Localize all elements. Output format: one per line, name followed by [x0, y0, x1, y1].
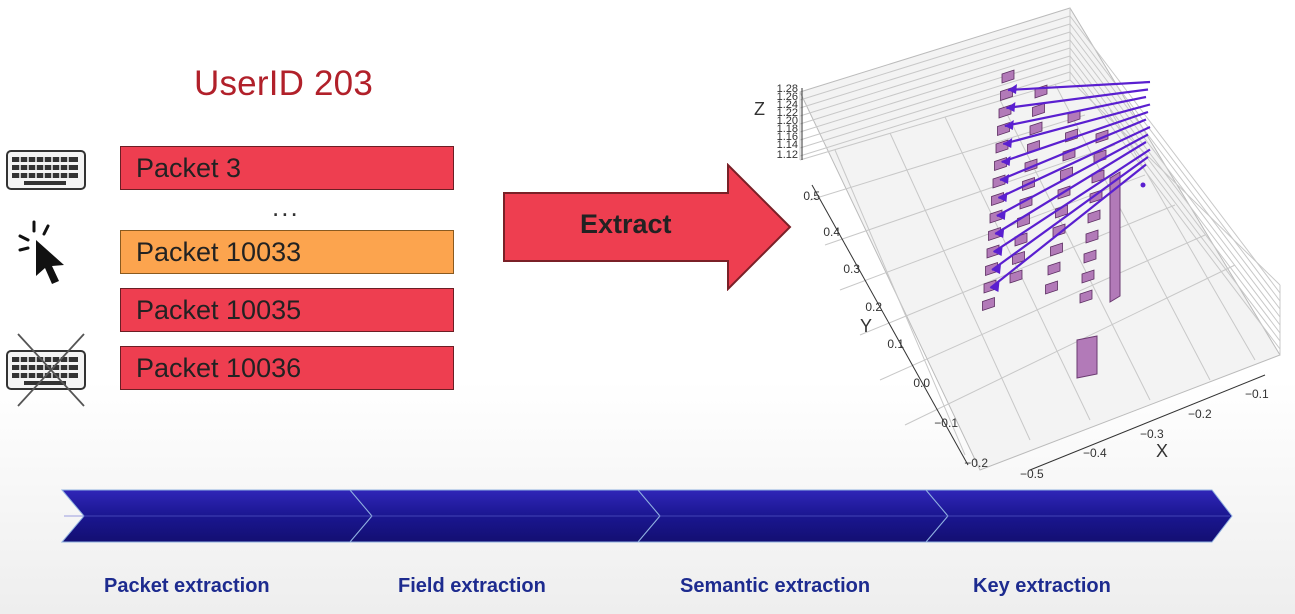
marker-square	[982, 296, 995, 312]
z-axis-label: Z	[754, 99, 765, 119]
packet-3: Packet 3	[120, 146, 454, 190]
z-tick: 1.26	[777, 91, 798, 103]
z-tick: 1.22	[777, 107, 798, 119]
z-tick: 1.14	[777, 139, 798, 151]
vector-arrowhead	[1000, 174, 1009, 184]
stage-label-field-extraction: Field extraction	[398, 575, 546, 597]
x-tick: −0.4	[1083, 446, 1107, 460]
marker-square	[1087, 209, 1101, 224]
vector-line	[1001, 110, 1149, 164]
packet-10035: Packet 10035	[120, 288, 454, 332]
z-tick: 1.18	[777, 123, 798, 135]
vector-line	[999, 118, 1147, 182]
crossed-keyboard-icon	[6, 333, 86, 407]
short-bar	[1076, 335, 1098, 379]
vector-arrowhead	[993, 246, 1003, 256]
marker-group	[982, 69, 1109, 312]
vector-arrowhead	[992, 264, 1001, 274]
vector-line	[994, 141, 1147, 235]
vector-arrowhead	[990, 282, 1000, 292]
y-tick: 0.0	[913, 376, 930, 390]
marker-square	[1047, 261, 1061, 276]
keyboard-icon	[6, 150, 86, 190]
vector-line	[996, 133, 1149, 217]
stage-label-key-extraction: Key extraction	[973, 575, 1111, 597]
y-tick: 0.2	[865, 300, 882, 314]
x-tick: −0.3	[1140, 427, 1164, 441]
vector-line	[1007, 80, 1151, 92]
point	[1140, 182, 1146, 188]
vector-line	[997, 126, 1151, 199]
marker-square	[1052, 223, 1066, 238]
marker-square	[1032, 102, 1045, 118]
y-axis-label: Y	[860, 316, 872, 336]
z-tick: 1.16	[777, 131, 798, 143]
mouse-click-icon	[18, 220, 64, 284]
vector-line	[1006, 88, 1149, 110]
vector-arrowhead	[996, 210, 1006, 220]
marker-square	[1083, 249, 1097, 264]
y-tick: 0.5	[803, 189, 820, 203]
x-tick: −0.2	[1188, 407, 1212, 421]
x-tick: −0.1	[1245, 387, 1269, 401]
marker-square	[1085, 229, 1099, 244]
vector-line	[989, 163, 1147, 289]
pipeline-banner	[60, 489, 1233, 543]
vector-arrowhead	[1003, 138, 1013, 148]
packet-10033: Packet 10033	[120, 230, 454, 274]
stage-label-packet-extraction: Packet extraction	[104, 575, 270, 597]
vector-line	[1004, 95, 1147, 128]
extract-arrow	[503, 163, 792, 291]
z-tick: 1.20	[777, 115, 798, 127]
y-tick: 0.3	[843, 262, 860, 276]
marker-square	[1045, 280, 1058, 295]
vector-line	[992, 148, 1151, 253]
marker-square	[1009, 269, 1023, 284]
vector-arrowhead	[998, 192, 1008, 202]
vector-arrowhead	[995, 228, 1005, 238]
marker-square	[991, 191, 1004, 207]
3d-scatter-plot: 1.28 1.26 1.24 1.22 1.20 1.18 1.16 1.14 …	[754, 7, 1281, 481]
user-id-title: UserID 203	[194, 64, 374, 103]
z-tick: 1.24	[777, 99, 798, 111]
marker-square	[1001, 69, 1015, 84]
vector-arrowhead	[1001, 156, 1011, 166]
z-tick: 1.28	[777, 83, 798, 95]
y-tick: −0.2	[964, 456, 988, 470]
tall-bar	[1109, 171, 1121, 303]
x-tick: −0.5	[1020, 467, 1044, 481]
vector-group	[989, 80, 1151, 292]
ellipsis: ...	[272, 192, 300, 222]
vector-line	[991, 156, 1149, 271]
marker-square	[1050, 242, 1063, 257]
vector-arrowhead	[1008, 84, 1017, 94]
marker-square	[1081, 269, 1095, 284]
y-tick: 0.4	[823, 225, 840, 239]
extract-label: Extract	[580, 209, 672, 239]
vector-line	[1002, 103, 1151, 146]
y-tick: −0.1	[934, 416, 958, 430]
packet-10036: Packet 10036	[120, 346, 454, 390]
marker-square	[989, 209, 1003, 224]
y-tick: 0.1	[887, 337, 904, 351]
z-tick: 1.12	[777, 149, 798, 161]
x-axis-label: X	[1156, 441, 1168, 461]
stage-label-semantic-extraction: Semantic extraction	[680, 575, 871, 597]
marker-square	[1079, 289, 1093, 304]
vector-arrowhead	[1006, 102, 1016, 112]
vector-arrowhead	[1004, 120, 1014, 130]
marker-square	[1029, 121, 1043, 136]
